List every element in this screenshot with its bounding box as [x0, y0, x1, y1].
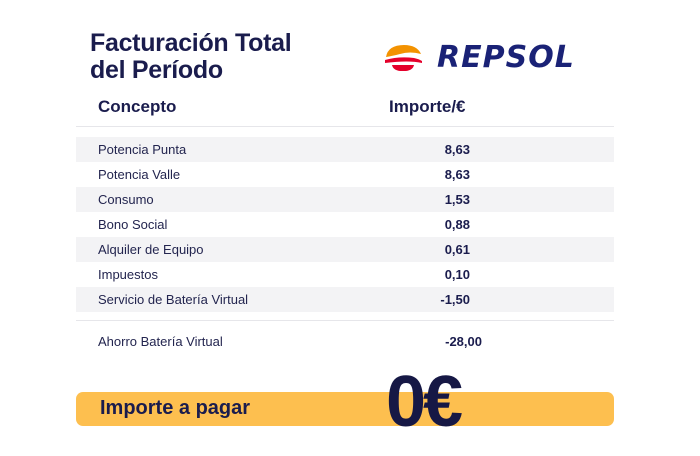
column-header-concept: Concepto: [98, 97, 177, 116]
table-row: Potencia Punta 8,63: [76, 137, 614, 162]
row-label: Bono Social: [98, 217, 168, 232]
header-divider: [76, 126, 614, 127]
savings-divider: [76, 320, 614, 321]
total-amount: 0€: [386, 362, 463, 442]
page-title: Facturación Total del Período: [90, 30, 330, 84]
row-value: 8,63: [444, 142, 470, 157]
column-header-amount: Importe/€: [389, 97, 466, 116]
row-label: Potencia Punta: [98, 142, 187, 157]
row-label: Alquiler de Equipo: [98, 242, 204, 257]
title-line-1: Facturación Total: [90, 29, 292, 57]
table-row: Impuestos 0,10: [76, 262, 614, 287]
row-label: Impuestos: [98, 267, 158, 282]
row-value: 0,88: [444, 217, 470, 232]
row-value: 8,63: [444, 167, 470, 182]
table-row: Servicio de Batería Virtual -1,50: [76, 287, 614, 312]
row-value: 1,53: [444, 192, 470, 207]
brand-name: REPSOL: [437, 40, 575, 75]
savings-row: Ahorro Batería Virtual -28,00: [76, 330, 614, 352]
table-row: Potencia Valle 8,63: [76, 162, 614, 187]
table-row: Consumo 1,53: [76, 187, 614, 212]
table-row: Bono Social 0,88: [76, 212, 614, 237]
title-line-2: del Período: [90, 56, 223, 84]
repsol-flame-icon: [385, 44, 422, 71]
row-value: -1,50: [440, 292, 470, 307]
row-label: Servicio de Batería Virtual: [98, 292, 249, 307]
total-label: Importe a pagar: [100, 397, 251, 419]
billing-table: Potencia Punta 8,63 Potencia Valle 8,63 …: [76, 137, 614, 312]
brand-logo: REPSOL: [383, 40, 575, 75]
table-row: Alquiler de Equipo 0,61: [76, 237, 614, 262]
savings-value: -28,00: [445, 333, 482, 349]
savings-label: Ahorro Batería Virtual: [98, 333, 223, 349]
row-value: 0,61: [444, 242, 470, 257]
total-banner: [76, 392, 614, 426]
row-value: 0,10: [444, 267, 470, 282]
row-label: Potencia Valle: [98, 167, 181, 182]
row-label: Consumo: [98, 192, 154, 207]
